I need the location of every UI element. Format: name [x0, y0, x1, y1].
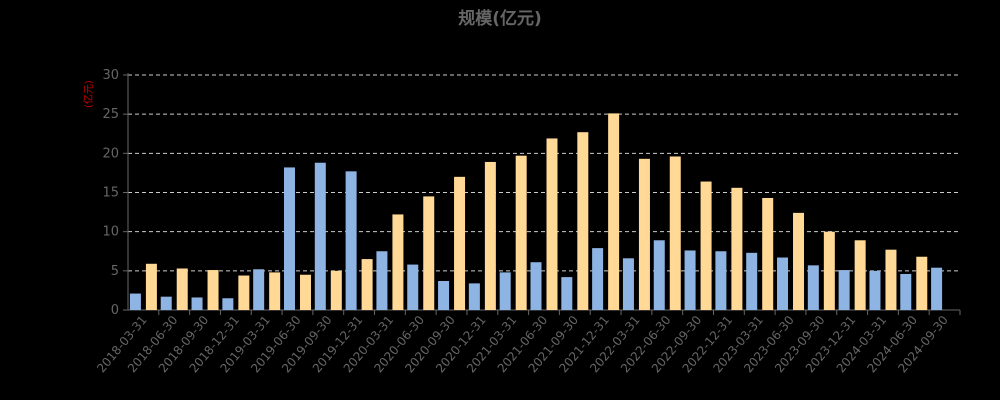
y-tick-label: 25 [102, 107, 119, 122]
bar-series1 [438, 281, 450, 310]
bar-series1 [900, 273, 912, 310]
bar-series2 [885, 249, 897, 310]
bar-series2 [638, 158, 650, 310]
bar-series1 [129, 293, 141, 310]
bar-series2 [577, 132, 589, 310]
bar-series1 [807, 265, 819, 310]
bar-series1 [653, 240, 665, 310]
bar-series2 [145, 263, 157, 310]
bar-series1 [715, 251, 727, 310]
bar-series2 [392, 214, 404, 310]
bar-series2 [361, 259, 373, 310]
bar-series1 [253, 269, 265, 310]
bar-series2 [731, 187, 743, 310]
bar-series1 [222, 298, 234, 310]
bar-series2 [916, 256, 928, 310]
bar-series1 [684, 250, 696, 310]
bar-series1 [931, 267, 943, 310]
y-tick-label: 5 [111, 264, 119, 279]
bar-series2 [176, 268, 188, 310]
y-tick-label: 15 [102, 186, 119, 201]
bar-series1 [345, 171, 357, 310]
bar-series1 [160, 296, 172, 310]
y-tick-label: 0 [111, 303, 119, 318]
bar-series2 [669, 156, 681, 310]
bar-series1 [376, 251, 388, 310]
bar-series1 [622, 258, 634, 310]
bar-series2 [299, 274, 311, 310]
bar-series1 [561, 277, 573, 310]
bar-series2 [762, 197, 774, 310]
bar-series1 [468, 283, 480, 310]
bar-series2 [484, 161, 496, 310]
bar-series1 [283, 167, 295, 310]
bar-series1 [499, 272, 511, 310]
bar-series1 [530, 262, 542, 310]
bar-series2 [854, 240, 866, 310]
bar-series1 [746, 252, 758, 310]
y-tick-label: 30 [102, 68, 119, 83]
bar-series1 [314, 162, 326, 310]
bar-series2 [823, 231, 835, 310]
bar-series2 [546, 138, 558, 310]
bar-series1 [869, 270, 881, 310]
bar-series1 [592, 248, 604, 310]
bar-series2 [608, 113, 620, 310]
bar-series2 [269, 272, 281, 310]
chart-title: 规模(亿元) [458, 9, 542, 29]
bar-series1 [838, 270, 850, 310]
bar-series2 [423, 196, 435, 310]
bar-series2 [207, 270, 219, 310]
bar-series1 [191, 297, 203, 310]
bar-series2 [238, 275, 250, 310]
bar-series2 [793, 212, 805, 310]
y-tick-label: 20 [102, 146, 119, 161]
bar-series2 [330, 270, 342, 310]
y-tick-label: 10 [102, 225, 119, 240]
bar-series2 [515, 155, 527, 310]
bar-series2 [700, 181, 712, 310]
bar-series1 [777, 257, 789, 310]
bar-series2 [454, 176, 466, 310]
bar-series1 [407, 264, 419, 310]
